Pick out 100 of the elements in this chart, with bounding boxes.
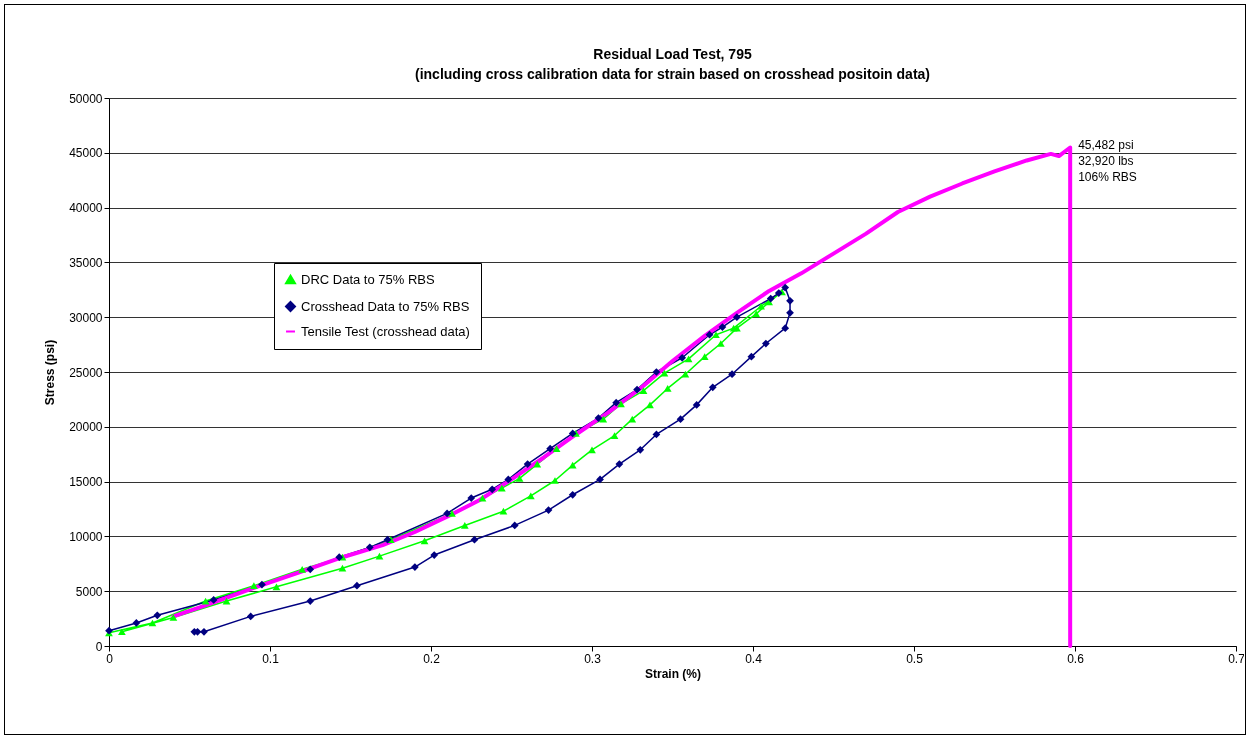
point — [153, 611, 162, 620]
point — [786, 308, 794, 317]
y-tick-label: 35000 — [69, 255, 103, 270]
chart-title: Residual Load Test, 795 (including cross calibration data for strain based on crosshead positoin data) — [415, 46, 930, 82]
point — [733, 324, 741, 332]
point — [652, 368, 661, 376]
point — [747, 352, 756, 361]
point — [132, 619, 141, 627]
point — [258, 580, 266, 589]
point — [568, 461, 577, 469]
y-tick-label: 40000 — [69, 201, 103, 216]
y-tick-label: 15000 — [69, 475, 103, 490]
point — [306, 597, 315, 605]
point — [781, 283, 790, 292]
point — [118, 628, 126, 636]
point — [766, 294, 775, 303]
point — [568, 429, 577, 438]
point — [430, 551, 439, 559]
x-tick-label: 0.2 — [423, 651, 441, 666]
point — [681, 370, 690, 378]
point — [786, 296, 794, 305]
point — [610, 432, 619, 439]
point — [594, 414, 603, 422]
point — [246, 612, 255, 621]
point — [633, 385, 641, 394]
point — [762, 339, 770, 348]
y-tick-label: 30000 — [69, 310, 103, 325]
point — [298, 565, 307, 573]
point — [676, 415, 685, 423]
point — [411, 563, 419, 571]
point — [470, 535, 479, 544]
legend-label: Tensile Test (crosshead data) — [301, 323, 470, 339]
point — [781, 324, 790, 333]
point — [544, 506, 553, 514]
point — [510, 521, 519, 530]
point — [588, 446, 596, 454]
point — [716, 340, 725, 347]
point — [420, 537, 429, 545]
point — [546, 444, 555, 453]
point — [646, 401, 654, 409]
x-tick-label: 0.7 — [1228, 651, 1246, 666]
x-tick-label: 0.4 — [745, 651, 763, 666]
point — [209, 596, 218, 604]
point — [684, 355, 693, 363]
point — [612, 398, 621, 407]
point — [306, 565, 315, 574]
point — [568, 490, 577, 499]
point — [663, 385, 672, 392]
point — [338, 564, 347, 572]
x-axis-title: Strain (%) — [644, 666, 702, 681]
point — [718, 323, 727, 331]
point — [443, 509, 451, 518]
point — [497, 484, 506, 492]
point — [515, 474, 524, 482]
line-series — [171, 145, 1073, 648]
point — [222, 597, 231, 605]
point — [272, 583, 281, 591]
point — [636, 445, 645, 454]
point — [700, 353, 709, 361]
x-tick-label: 0.5 — [906, 651, 924, 666]
point — [615, 460, 624, 468]
x-tick-label: 0 — [106, 651, 114, 666]
point — [596, 475, 604, 484]
y-tick-label: 50000 — [69, 91, 103, 106]
point — [448, 510, 456, 517]
y-tick-label: 25000 — [69, 365, 103, 380]
point — [617, 400, 625, 408]
point — [551, 477, 559, 484]
point — [712, 331, 720, 339]
point — [504, 475, 513, 484]
point — [148, 619, 157, 627]
point — [757, 302, 765, 310]
point — [733, 313, 741, 322]
legend-label: Crosshead Data to 75% RBS — [301, 298, 470, 314]
point — [478, 494, 487, 502]
x-tick-label: 0.3 — [584, 651, 602, 666]
point — [652, 430, 661, 439]
y-tick-label: 5000 — [75, 584, 103, 599]
point — [250, 582, 258, 590]
y-tick-label: 45000 — [69, 146, 103, 161]
y-axis-title: Stress (psi) — [43, 339, 58, 406]
annotation: 45,482 psi 32,920 lbs 106% RBS — [1078, 137, 1137, 184]
point — [169, 614, 178, 621]
y-tick-label: 0 — [95, 639, 103, 654]
x-tick-label: 0.6 — [1067, 651, 1085, 666]
point — [639, 387, 648, 394]
point — [488, 485, 497, 494]
point — [460, 522, 469, 529]
point — [774, 289, 783, 297]
point — [526, 492, 535, 500]
point — [523, 460, 532, 468]
x-tick-label: 0.1 — [262, 651, 280, 666]
point — [353, 581, 361, 590]
point — [678, 353, 687, 362]
point — [552, 445, 561, 453]
point — [467, 494, 476, 502]
legend-label: DRC Data to 75% RBS — [301, 271, 435, 287]
y-tick-label: 10000 — [69, 529, 103, 544]
point — [200, 627, 208, 636]
point — [728, 370, 736, 379]
